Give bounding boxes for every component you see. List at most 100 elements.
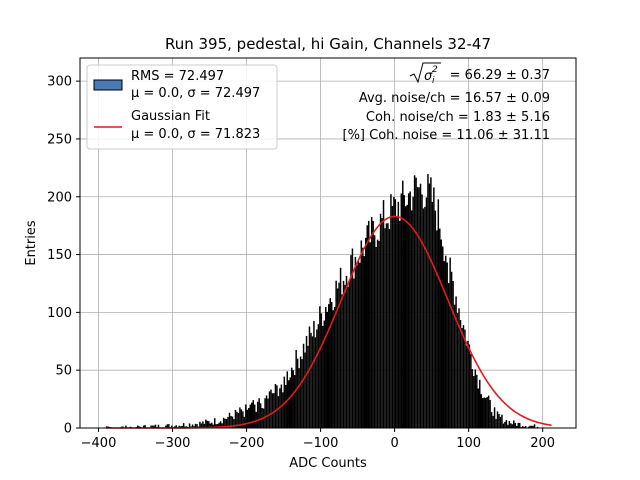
histogram-bar: [270, 389, 272, 428]
plot-frame: [79, 57, 577, 429]
histogram-bar: [215, 424, 217, 428]
histogram-bar: [301, 359, 303, 428]
histogram-bar: [150, 425, 152, 428]
histogram-bar: [356, 265, 358, 428]
histogram-bar: [314, 337, 317, 428]
histogram-bar: [171, 425, 173, 428]
histogram-bar: [513, 420, 515, 428]
histogram-bar: [218, 422, 220, 428]
histogram-bar: [492, 415, 494, 428]
histogram-bar: [105, 426, 108, 428]
histogram-bar: [271, 393, 274, 428]
histogram-bar: [182, 423, 185, 428]
histogram-bar: [362, 247, 364, 428]
histogram-bar: [449, 257, 451, 428]
histogram-bar: [336, 288, 339, 428]
histogram-bar: [416, 187, 419, 428]
histogram-bar: [325, 307, 327, 428]
legend-histogram-line2: μ = 0.0, σ = 72.497: [131, 86, 260, 101]
histogram-bar: [137, 425, 139, 428]
histogram-bar: [151, 425, 154, 428]
histogram-bar: [166, 424, 169, 428]
histogram-bar: [326, 311, 328, 428]
x-tick-label: −400: [81, 436, 117, 451]
histogram-bar: [252, 400, 254, 428]
histogram-bar: [305, 336, 308, 428]
histogram-bar: [360, 240, 363, 428]
histogram-bar: [440, 239, 443, 428]
histogram-bar: [267, 398, 269, 428]
histogram-bar: [342, 280, 345, 428]
noise-annotations: σ 2 i = 66.29 ± 0.37 Avg. noise/ch = 16.…: [343, 62, 550, 143]
histogram-bar: [359, 262, 361, 428]
legend-histogram-swatch: [93, 79, 123, 91]
histogram-bar: [304, 352, 306, 428]
histogram-bar: [357, 260, 360, 428]
histogram-bar: [288, 380, 290, 428]
histogram-bar: [273, 393, 275, 428]
histogram-bar: [529, 425, 531, 428]
histogram-bar: [329, 298, 331, 428]
histogram-bar: [517, 422, 519, 428]
histogram-bar: [341, 294, 343, 428]
histogram-bar: [231, 416, 234, 428]
histogram-bar: [490, 412, 493, 428]
legend-fit-line2: μ = 0.0, σ = 71.823: [131, 127, 260, 142]
histogram-bar: [264, 398, 266, 428]
histogram-bar: [239, 407, 241, 428]
histogram-bar: [370, 217, 373, 428]
histogram-bar: [410, 210, 413, 428]
histogram-bar: [317, 324, 320, 428]
histogram-bar: [307, 345, 309, 428]
histogram-bar: [450, 271, 453, 428]
legend-histogram-line1: RMS = 72.497: [131, 69, 224, 84]
histogram-bar: [369, 242, 371, 428]
histogram-bar: [202, 421, 204, 428]
histogram-bar: [234, 409, 237, 428]
histogram-bar: [216, 424, 219, 428]
histogram-bar: [431, 201, 434, 428]
y-tick-label: 0: [64, 422, 72, 437]
histogram-bar: [381, 217, 383, 428]
histogram-bar: [347, 286, 349, 428]
histogram-bar: [203, 423, 206, 428]
histogram-bar: [165, 425, 167, 428]
histogram-bar: [424, 206, 426, 428]
histogram-bar: [313, 320, 315, 428]
histogram-bar: [407, 193, 410, 428]
svg-text:2: 2: [432, 65, 438, 75]
histogram-bar: [487, 395, 490, 428]
histogram-bar: [208, 421, 210, 428]
histogram-bar: [524, 426, 527, 428]
y-tick-label: 200: [47, 190, 72, 205]
histogram-bar: [206, 420, 209, 428]
histogram-bar: [394, 199, 397, 428]
histogram-bar: [480, 394, 482, 428]
histogram-bar: [455, 296, 457, 428]
histogram-bar: [536, 426, 539, 428]
histogram-bar: [296, 358, 299, 428]
histogram-bar: [427, 174, 429, 428]
histogram-bar: [402, 180, 404, 428]
histogram-bar: [227, 416, 229, 428]
histogram-bar: [372, 220, 374, 428]
y-tick-label: 250: [47, 132, 72, 147]
histogram-bar: [154, 424, 157, 428]
histogram-bar: [446, 262, 448, 428]
histogram-bar: [221, 423, 223, 428]
histogram-bar: [444, 255, 447, 428]
histogram-bar: [474, 369, 477, 428]
histogram-bar: [302, 343, 305, 428]
histogram-bar: [375, 246, 377, 428]
histogram-bar: [292, 370, 294, 428]
histogram-bar: [382, 200, 385, 428]
histogram-bar: [320, 313, 323, 428]
histogram-bar: [507, 424, 509, 428]
histogram-bar: [456, 313, 459, 428]
histogram-bar: [493, 407, 496, 428]
histogram-bar: [403, 195, 405, 428]
histogram-bar: [495, 419, 497, 428]
histogram-bar: [415, 177, 417, 428]
histogram-bar: [486, 397, 488, 428]
